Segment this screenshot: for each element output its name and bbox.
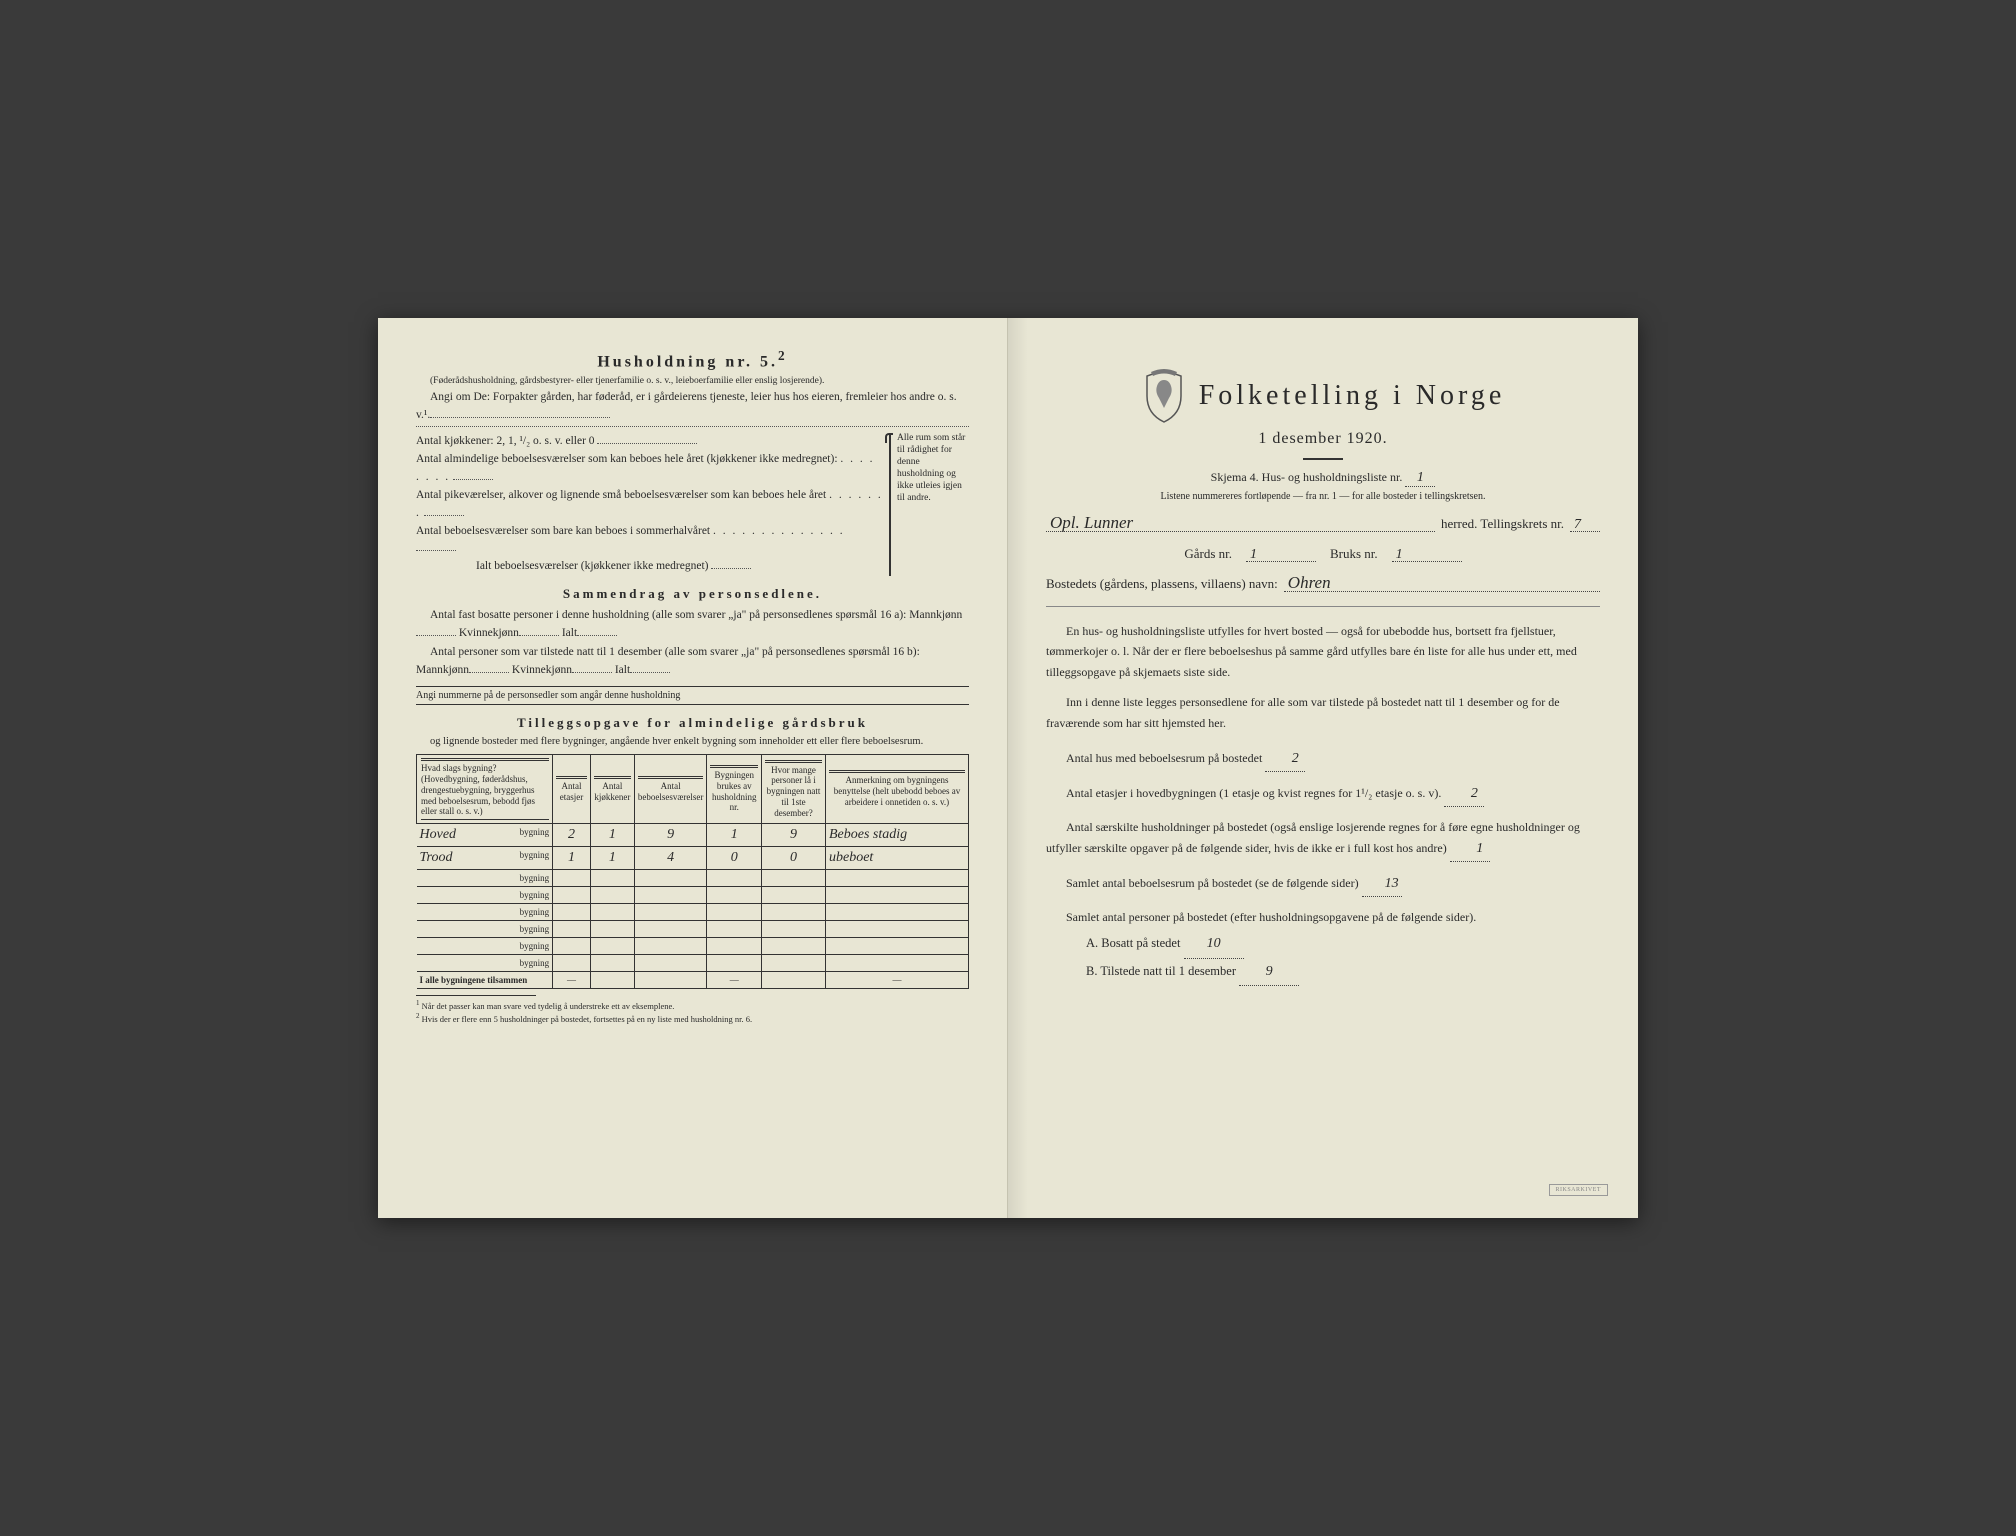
tillegg-sub: og lignende bosteder med flere bygninger… bbox=[416, 735, 969, 749]
table-row: bygning bbox=[417, 921, 969, 938]
table-row: Trood bygning11400ubeboet bbox=[417, 847, 969, 870]
table-total-row: I alle bygningene tilsammen — — — bbox=[417, 972, 969, 989]
header: Folketelling i Norge 1 desember 1920. Sk… bbox=[1046, 368, 1600, 502]
brace-note: Alle rum som står til rådighet for denne… bbox=[889, 433, 969, 576]
summary-p2: Antal personer som var tilstede natt til… bbox=[416, 643, 969, 680]
instruction: Listene nummereres fortløpende — fra nr.… bbox=[1046, 491, 1600, 502]
q1: Antal hus med beboelsesrum på bostedet 2 bbox=[1046, 747, 1600, 772]
table-row: bygning bbox=[417, 870, 969, 887]
household-note: (Føderådshusholdning, gårdsbestyrer- ell… bbox=[416, 375, 969, 387]
herred-line: Opl. Lunner herred. Tellingskrets nr. 7 bbox=[1046, 514, 1600, 532]
angi-nummerne: Angi nummerne på de personsedler som ang… bbox=[416, 686, 969, 705]
angi-text: Angi om De: Forpakter gården, har føderå… bbox=[416, 388, 969, 425]
summary-heading: Sammendrag av personsedlene. bbox=[416, 586, 969, 602]
schema-line: Skjema 4. Hus- og husholdningsliste nr. … bbox=[1046, 470, 1600, 487]
table-row: Hoved bygning21919Beboes stadig bbox=[417, 824, 969, 847]
census-date: 1 desember 1920. bbox=[1046, 430, 1600, 448]
main-title: Folketelling i Norge bbox=[1199, 380, 1506, 412]
q2: Antal etasjer i hovedbygningen (1 etasje… bbox=[1046, 782, 1600, 807]
summary-p1: Antal fast bosatte personer i denne hush… bbox=[416, 606, 969, 643]
tillegg-heading: Tilleggsopgave for almindelige gårdsbruk bbox=[416, 715, 969, 731]
table-row: bygning bbox=[417, 955, 969, 972]
table-header-row: Hvad slags bygning? (Hovedbygning, føder… bbox=[417, 755, 969, 824]
para2: Inn i denne liste legges personsedlene f… bbox=[1046, 692, 1600, 733]
coat-of-arms-icon bbox=[1141, 368, 1187, 424]
divider bbox=[1303, 458, 1343, 460]
left-page: Husholdning nr. 5.2 (Føderådshusholdning… bbox=[378, 318, 1008, 1218]
rooms-block: Antal kjøkkener: 2, 1, ¹/₂ o. s. v. elle… bbox=[416, 433, 969, 576]
table-row: bygning bbox=[417, 904, 969, 921]
gards-line: Gårds nr. 1 Bruks nr. 1 bbox=[1046, 544, 1600, 562]
right-page: Folketelling i Norge 1 desember 1920. Sk… bbox=[1008, 318, 1638, 1218]
table-row: bygning bbox=[417, 887, 969, 904]
household-title: Husholdning nr. 5.2 bbox=[416, 348, 969, 371]
q3: Antal særskilte husholdninger på bostede… bbox=[1046, 817, 1600, 862]
q4: Samlet antal beboelsesrum på bostedet (s… bbox=[1046, 872, 1600, 897]
bosted-line: Bostedets (gårdens, plassens, villaens) … bbox=[1046, 574, 1600, 592]
building-table: Hvad slags bygning? (Hovedbygning, føder… bbox=[416, 754, 969, 989]
para1: En hus- og husholdningsliste utfylles fo… bbox=[1046, 621, 1600, 682]
archive-stamp: RIKSARKIVET bbox=[1549, 1184, 1609, 1196]
census-document: Husholdning nr. 5.2 (Føderådshusholdning… bbox=[378, 318, 1638, 1218]
table-row: bygning bbox=[417, 938, 969, 955]
footnotes: 1 Når det passer kan man svare ved tydel… bbox=[416, 995, 969, 1025]
q5: Samlet antal personer på bostedet (efter… bbox=[1046, 907, 1600, 927]
person-counts: A. Bosatt på stedet 10 B. Tilstede natt … bbox=[1086, 931, 1600, 986]
